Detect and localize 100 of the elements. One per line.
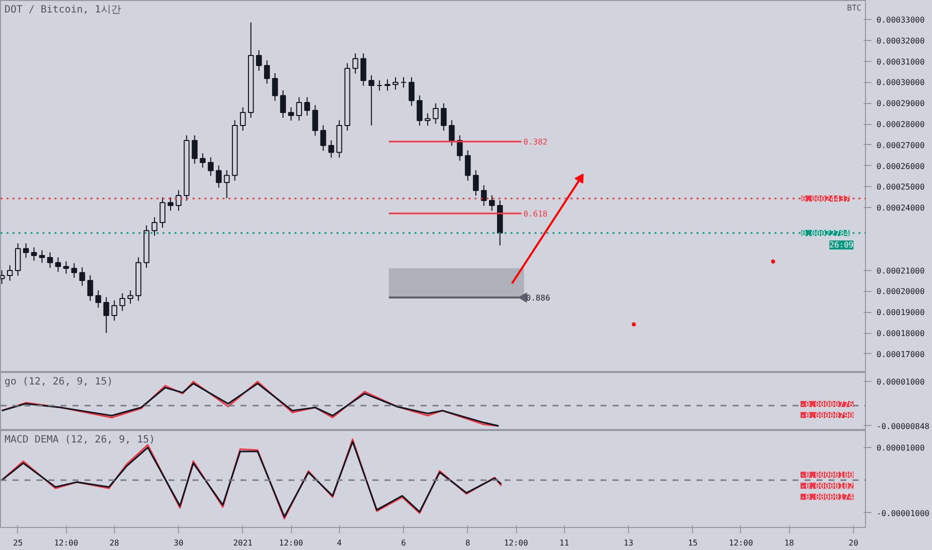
point [632,322,636,326]
candlestick [480,184,487,206]
annotation: -0.00000776 [800,400,854,409]
candlestick [272,72,278,102]
candlestick [39,250,45,264]
candlestick [464,150,471,182]
candlestick [152,216,158,236]
candlestick [14,242,21,276]
candlestick [168,196,174,212]
chart-title: DOT / Bitcoin, 1시간 [4,4,121,16]
candlestick [416,94,423,126]
candlestick [31,246,37,262]
x-tick-label: 4 [336,538,342,548]
y-tick-label: 0.00028000 [876,120,925,130]
candlestick [320,124,326,152]
candlestick [448,120,455,146]
candlestick [176,190,182,212]
candlestick [489,194,495,212]
y-axis-title: BTC [847,4,862,12]
ref-line-label: 0.00022784 [801,229,850,238]
candlestick [440,102,447,132]
y-tick-label: 0.00031000 [876,57,925,66]
candlestick [23,242,29,258]
candlestick [368,74,374,126]
x-tick-label: 13 [624,538,634,548]
x-tick-label: 28 [110,538,120,548]
candlestick [240,106,246,132]
x-tick-label: 8 [465,538,470,548]
candlestick [216,164,222,188]
candlestick [55,256,61,272]
annotation: -0.00000174 [800,492,854,502]
y-tick-label: 0.00033000 [876,16,925,25]
y-tick-label: 0.00020000 [876,287,925,296]
candlestick [384,78,390,92]
candlestick [392,76,398,90]
candlestick [288,106,294,122]
y-tick-label: 0.00029000 [876,99,925,108]
annotation: 26:09 [829,240,854,250]
x-tick-label: 20 [848,538,858,548]
x-tick-label: 2021 [233,538,253,548]
candlestick [296,96,302,122]
y-tick-label: 0.00001000 [876,378,925,387]
y-tick-label: 0.00025000 [876,182,925,192]
y-tick-label: 0.00017000 [876,350,925,359]
x-tick-label: 25 [13,538,23,548]
annotation: -0.00000790 [800,410,854,420]
x-tick-label: 30 [174,538,184,548]
ref-line-label: 0.00024437 [801,194,850,204]
y-tick-label: -0.00000848 [876,422,930,431]
candlestick [103,296,110,334]
candlestick [360,52,366,86]
y-tick-label: 0.00032000 [876,36,925,46]
annotation: -0.00000102 [800,482,854,491]
candlestick [424,112,431,126]
x-tick-label: 18 [784,538,794,548]
y-tick-label: -0.00001000 [876,508,930,518]
x-tick-label: 12:00 [279,538,304,548]
candlestick [352,52,358,74]
series-label: 0.618 [523,209,548,218]
candlestick [432,102,439,124]
candlestick [47,252,53,268]
y-tick-label: 0.00001000 [876,443,925,452]
point [771,260,776,264]
candlestick [312,104,318,136]
candlestick [79,266,86,286]
y-tick-label: 0.00027000 [876,140,925,150]
candlestick [160,196,166,228]
y-tick-label: 0.00026000 [876,162,925,171]
chart-title: go (12, 26, 9, 15) [4,376,113,388]
candlestick [71,262,78,278]
candlestick [256,50,262,72]
annotation: -0.00000100 [800,470,854,480]
candlestick [472,170,479,196]
y-tick-label: 0.00030000 [876,78,925,88]
candlestick [264,60,270,84]
candlestick [200,152,206,168]
candlestick [192,134,198,164]
candlestick [111,300,118,322]
candlestick [304,96,310,116]
y-tick-label: 0.00021000 [876,266,925,276]
candlestick [208,156,214,176]
x-tick-label: 12:00 [728,538,754,548]
candlestick [328,140,334,158]
series-label: 0.382 [523,138,548,147]
y-tick-label: 0.00019000 [876,308,925,318]
x-tick-label: 12:00 [504,538,528,548]
candlestick [6,264,13,282]
candlestick [119,292,126,312]
candlestick [280,90,286,118]
candlestick [408,76,414,106]
x-tick-label: 15 [688,538,698,548]
y-tick-label: 0.00018000 [876,329,925,338]
candlestick [224,170,230,199]
candlestick [127,290,134,304]
candlestick [400,76,406,88]
candlestick [376,80,382,92]
chart-title: MACD DEMA (12, 26, 9, 15) [4,434,156,446]
x-tick-label: 11 [559,538,570,548]
candlestick [63,260,70,274]
candlestick [87,274,94,302]
